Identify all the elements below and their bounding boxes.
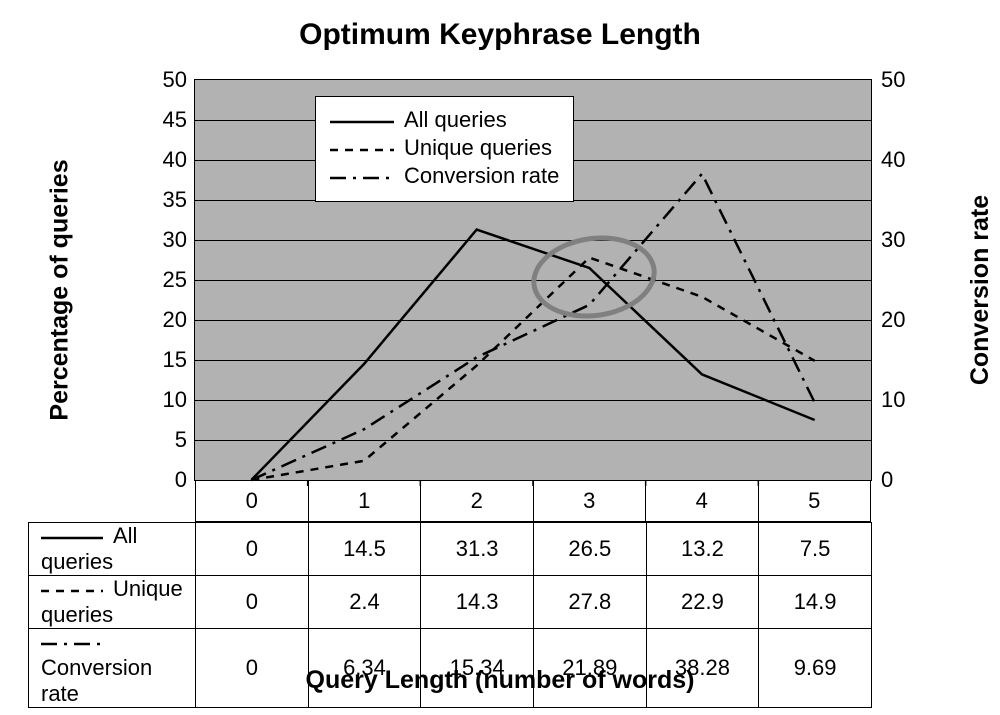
legend-swatch [330, 139, 394, 157]
legend-swatch [330, 167, 394, 185]
y-tick-right: 40 [881, 147, 905, 173]
table-cell: 14.5 [308, 523, 421, 576]
y-tick-right: 10 [881, 387, 905, 413]
legend-swatch [330, 111, 394, 129]
x-axis-label: Query Length (number of words) [0, 666, 1000, 695]
y-tick-left: 15 [163, 347, 187, 373]
legend-label: All queries [404, 107, 507, 133]
table-cell: 27.8 [533, 576, 646, 629]
legend-label: Unique queries [404, 135, 552, 161]
table-row: All queries 014.531.326.513.27.5 [29, 523, 872, 576]
y-tick-left: 45 [163, 107, 187, 133]
table-cell: 14.9 [759, 576, 872, 629]
y-tick-left: 0 [175, 467, 187, 493]
table-cell: 2.4 [308, 576, 421, 629]
legend-item: All queries [330, 107, 559, 133]
y-tick-left: 35 [163, 187, 187, 213]
y-tick-right: 20 [881, 307, 905, 333]
gridline [195, 400, 871, 401]
table-cell: 0 [196, 576, 309, 629]
gridline [195, 240, 871, 241]
table-cell: 22.9 [646, 576, 759, 629]
gridline [195, 440, 871, 441]
table-cell: 7.5 [759, 523, 872, 576]
gridline [195, 320, 871, 321]
y-tick-left: 20 [163, 307, 187, 333]
y-tick-left: 5 [175, 427, 187, 453]
table-cell: 13.2 [646, 523, 759, 576]
table-rowhead-label: Unique queries [41, 576, 183, 627]
y-tick-right: 30 [881, 227, 905, 253]
x-category-cell: 3 [534, 480, 647, 522]
table-rowhead-label: All queries [41, 523, 137, 574]
chart-title: Optimum Keyphrase Length [0, 18, 1000, 52]
y-axis-left-label: Percentage of queries [46, 159, 75, 420]
x-category-cell: 2 [421, 480, 534, 522]
y-tick-right: 0 [881, 467, 893, 493]
x-axis-category-row: 012345 [195, 480, 871, 522]
x-category-cell: 1 [309, 480, 422, 522]
y-tick-left: 50 [163, 67, 187, 93]
table-cell: 14.3 [421, 576, 534, 629]
x-category-cell: 0 [195, 480, 309, 522]
table-cell: 31.3 [421, 523, 534, 576]
legend-label: Conversion rate [404, 163, 559, 189]
gridline [195, 360, 871, 361]
y-axis-right-label: Conversion rate [966, 195, 995, 385]
x-category-cell: 4 [646, 480, 759, 522]
y-tick-right: 50 [881, 67, 905, 93]
y-tick-left: 10 [163, 387, 187, 413]
chart-page: Optimum Keyphrase Length Percentage of q… [0, 0, 1000, 715]
table-row: Unique queries 02.414.327.822.914.9 [29, 576, 872, 629]
y-tick-left: 25 [163, 267, 187, 293]
table-rowhead: All queries [29, 523, 196, 576]
legend-item: Unique queries [330, 135, 559, 161]
table-cell: 26.5 [533, 523, 646, 576]
y-tick-left: 30 [163, 227, 187, 253]
chart-legend: All queriesUnique queriesConversion rate [315, 96, 574, 202]
table-cell: 0 [196, 523, 309, 576]
table-rowhead: Unique queries [29, 576, 196, 629]
legend-item: Conversion rate [330, 163, 559, 189]
y-tick-left: 40 [163, 147, 187, 173]
x-category-cell: 5 [759, 480, 872, 522]
